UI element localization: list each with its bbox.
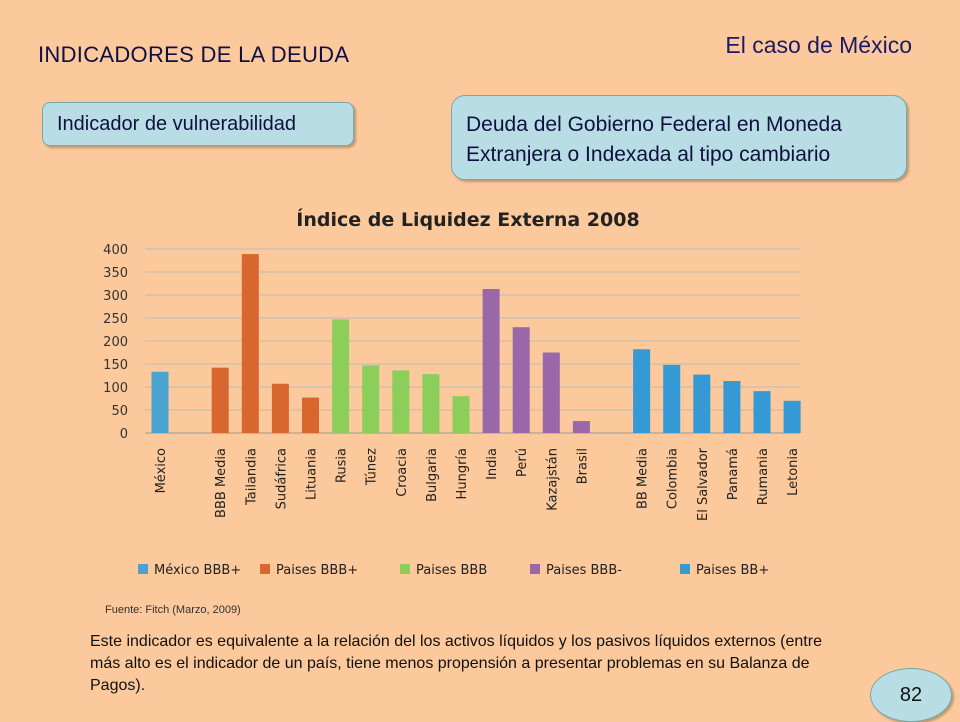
bar-bbb-media [211, 367, 229, 433]
x-tick-label: Lituania [305, 448, 320, 500]
description-text: Este indicador es equivalente a la relac… [90, 633, 822, 694]
x-tick-label: Hungría [455, 448, 470, 499]
x-tick-label: BB Media [636, 448, 651, 509]
x-tick-label: Croacia [395, 448, 410, 497]
legend-swatch [138, 564, 148, 574]
x-tick-label: El Salvador [696, 447, 711, 521]
debt-callout-line1: Deuda del Gobierno Federal en Moneda [466, 113, 842, 136]
x-tick-label: Tailandia [244, 448, 259, 506]
bar-panamá [723, 381, 741, 433]
bar-túnez [362, 365, 380, 433]
x-tick-label: Letonia [786, 448, 801, 496]
debt-callout: Deuda del Gobierno Federal en Moneda Ext… [451, 95, 907, 180]
bar-croacia [392, 370, 410, 433]
bar-hungría [452, 396, 470, 433]
bar-bb-media [633, 349, 651, 433]
x-tick-label: BBB Media [214, 448, 229, 518]
x-tick-label: Brasil [575, 448, 590, 484]
bar-india [482, 289, 500, 433]
x-tick-label: Bulgaria [425, 448, 440, 502]
bar-perú [512, 327, 530, 433]
page-number-badge: 82 [870, 668, 952, 722]
x-tick-label: Rusia [335, 448, 350, 483]
x-tick-label: Colombia [666, 448, 681, 509]
y-tick-label: 150 [103, 358, 128, 373]
bar-tailandia [241, 254, 259, 433]
y-tick-label: 400 [103, 243, 128, 258]
x-tick-label: Perú [515, 448, 530, 477]
slide-title: INDICADORES DE LA DEUDA [38, 42, 350, 67]
bar-lituania [302, 397, 319, 433]
debt-callout-line2: Extranjera o Indexada al tipo cambiario [466, 143, 831, 166]
indicator-callout: Indicador de vulnerabilidad [42, 102, 354, 146]
legend-label: México BBB+ [154, 563, 241, 578]
chart-title: Índice de Liquidez Externa 2008 [296, 208, 639, 231]
x-tick-label: Sudáfrica [274, 448, 289, 509]
y-tick-label: 0 [120, 427, 128, 442]
bar-rumania [753, 391, 771, 433]
x-tick-label: Rumania [756, 448, 771, 505]
bar-rusia [332, 319, 350, 433]
bar-colombia [663, 364, 681, 433]
legend-swatch [680, 564, 690, 574]
bar-brasil [572, 421, 590, 433]
x-tick-label: India [485, 448, 500, 480]
bar-sudáfrica [271, 383, 289, 433]
x-tick-label: Kazajstán [545, 448, 560, 511]
bar-méxico [151, 371, 169, 433]
legend-label: Paises BB+ [696, 563, 769, 578]
y-tick-label: 100 [103, 381, 128, 396]
legend-swatch [530, 564, 540, 574]
x-tick-label: México [154, 448, 169, 493]
source-note: Fuente: Fitch (Marzo, 2009) [105, 604, 241, 616]
bar-kazajstán [542, 352, 560, 433]
legend-label: Paises BBB- [546, 563, 622, 578]
bar-el-salvador [693, 374, 711, 433]
bar-bulgaria [422, 374, 440, 433]
y-tick-label: 200 [103, 335, 128, 350]
indicator-callout-label: Indicador de vulnerabilidad [57, 113, 297, 135]
y-tick-label: 300 [103, 289, 128, 304]
bar-letonia [783, 400, 801, 433]
case-title: El caso de México [725, 32, 912, 58]
liquidity-chart: Índice de Liquidez Externa 2008 0 50 100 15… [103, 208, 801, 578]
y-tick-label: 50 [111, 404, 128, 419]
x-tick-label: Túnez [365, 448, 380, 486]
page-number: 82 [899, 684, 923, 706]
legend-swatch [400, 564, 410, 574]
x-tick-label: Panamá [726, 448, 741, 500]
y-tick-label: 250 [103, 312, 128, 327]
legend-swatch [260, 564, 270, 574]
legend-label: Paises BBB+ [276, 563, 358, 578]
y-tick-label: 350 [103, 266, 128, 281]
legend-label: Paises BBB [416, 563, 487, 578]
